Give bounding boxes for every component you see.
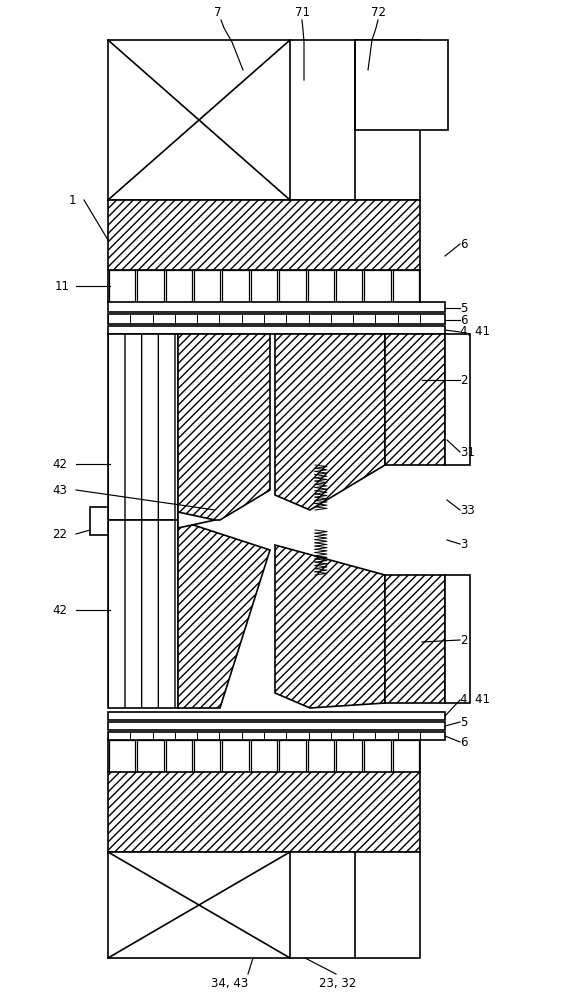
- Text: 31: 31: [460, 446, 475, 458]
- Bar: [108, 334, 178, 520]
- Text: 34, 43: 34, 43: [211, 978, 249, 990]
- Bar: [108, 520, 178, 708]
- Bar: [108, 200, 420, 270]
- Polygon shape: [178, 334, 270, 520]
- Bar: [108, 302, 445, 312]
- Bar: [90, 507, 108, 535]
- Bar: [223, 270, 249, 302]
- Polygon shape: [275, 334, 385, 510]
- Text: 6: 6: [460, 237, 467, 250]
- Bar: [364, 270, 390, 302]
- Text: 4, 41: 4, 41: [460, 326, 490, 338]
- Bar: [108, 326, 445, 334]
- Bar: [251, 740, 277, 772]
- Polygon shape: [385, 575, 445, 703]
- Bar: [108, 314, 445, 324]
- Bar: [108, 712, 445, 720]
- Bar: [393, 740, 419, 772]
- Bar: [336, 740, 362, 772]
- Text: 71: 71: [294, 5, 310, 18]
- Text: 43: 43: [53, 484, 67, 496]
- Bar: [336, 270, 362, 302]
- Bar: [445, 334, 470, 465]
- Text: 7: 7: [214, 5, 221, 18]
- Bar: [393, 270, 419, 302]
- Text: 11: 11: [54, 279, 69, 292]
- Bar: [137, 740, 164, 772]
- Bar: [251, 270, 277, 302]
- Text: 1: 1: [68, 194, 76, 207]
- Text: 3: 3: [460, 538, 467, 550]
- Bar: [166, 740, 192, 772]
- Bar: [109, 740, 136, 772]
- Bar: [307, 270, 334, 302]
- Bar: [108, 732, 445, 740]
- Text: 42: 42: [53, 603, 67, 616]
- Text: 6: 6: [460, 736, 467, 748]
- Bar: [364, 740, 390, 772]
- Bar: [279, 740, 306, 772]
- Bar: [108, 772, 420, 852]
- Text: 5: 5: [460, 716, 467, 728]
- Bar: [109, 270, 136, 302]
- Text: 22: 22: [53, 528, 67, 540]
- Bar: [108, 722, 445, 730]
- Bar: [166, 270, 192, 302]
- Text: 33: 33: [460, 504, 475, 516]
- Bar: [137, 270, 164, 302]
- Bar: [108, 852, 420, 958]
- Text: 4, 41: 4, 41: [460, 694, 490, 706]
- Polygon shape: [178, 520, 270, 708]
- Polygon shape: [178, 512, 215, 528]
- Bar: [445, 575, 470, 703]
- Text: 6: 6: [460, 314, 467, 326]
- Text: 2: 2: [460, 634, 467, 647]
- Bar: [194, 740, 220, 772]
- Bar: [355, 40, 448, 130]
- Bar: [108, 40, 420, 200]
- Bar: [279, 270, 306, 302]
- Text: 42: 42: [53, 458, 67, 471]
- Bar: [223, 740, 249, 772]
- Bar: [194, 270, 220, 302]
- Polygon shape: [275, 545, 385, 708]
- Polygon shape: [385, 334, 445, 465]
- Bar: [307, 740, 334, 772]
- Text: 72: 72: [371, 5, 385, 18]
- Text: 5: 5: [460, 302, 467, 314]
- Text: 23, 32: 23, 32: [319, 978, 357, 990]
- Text: 2: 2: [460, 373, 467, 386]
